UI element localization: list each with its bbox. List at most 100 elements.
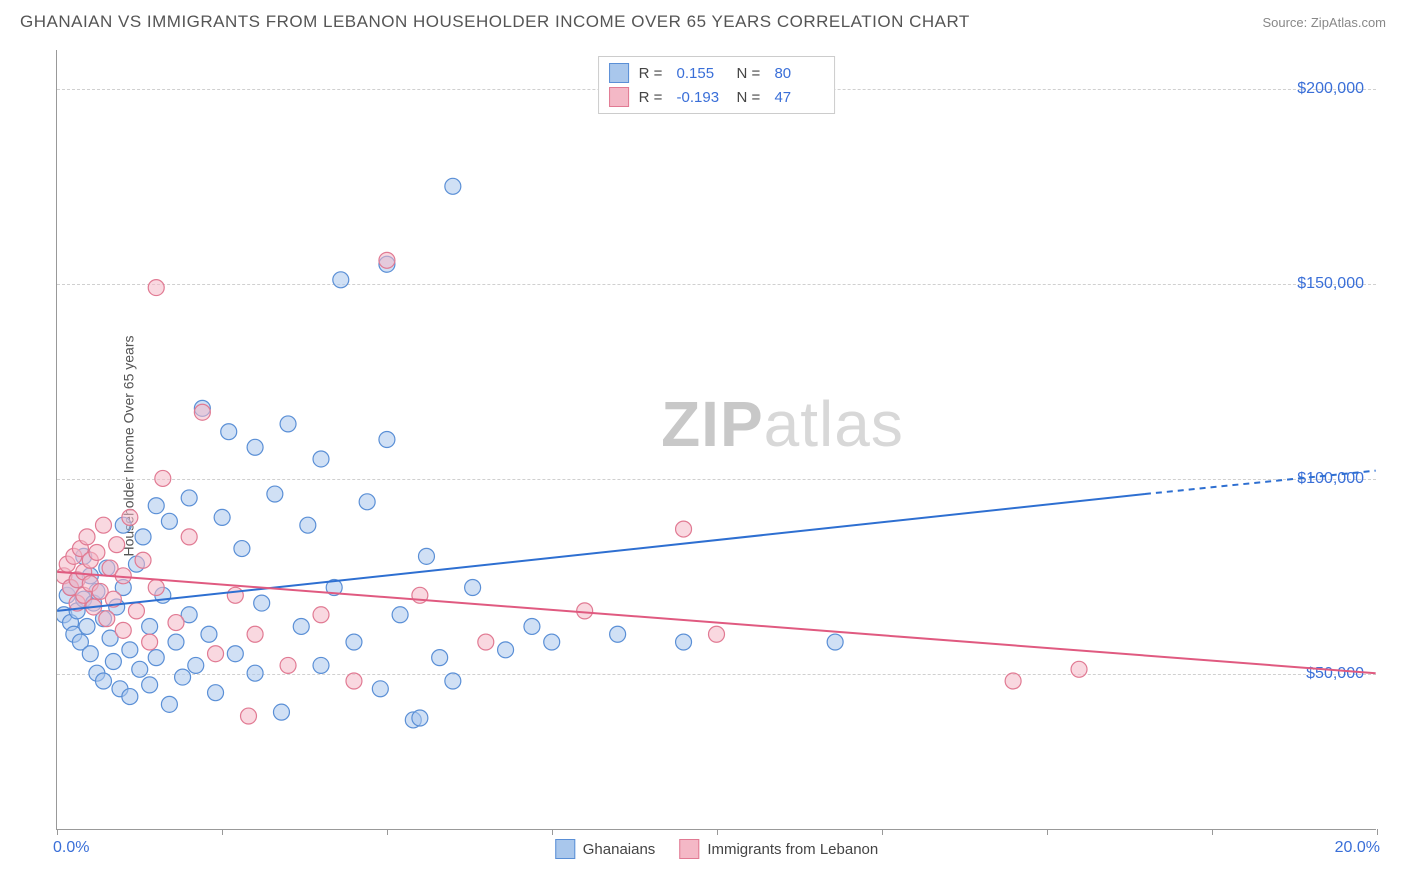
data-point <box>168 634 184 650</box>
data-point <box>412 710 428 726</box>
data-point <box>135 552 151 568</box>
data-point <box>267 486 283 502</box>
data-point <box>168 615 184 631</box>
x-tick <box>1212 829 1213 835</box>
data-point <box>79 618 95 634</box>
data-point <box>155 470 171 486</box>
data-point <box>280 657 296 673</box>
data-point <box>122 509 138 525</box>
data-point <box>676 634 692 650</box>
swatch-lebanon <box>609 87 629 107</box>
swatch-lebanon-icon <box>679 839 699 859</box>
n-value-lebanon: 47 <box>774 89 824 106</box>
data-point <box>148 650 164 666</box>
data-point <box>122 642 138 658</box>
data-point <box>577 603 593 619</box>
data-point <box>161 513 177 529</box>
x-tick <box>387 829 388 835</box>
data-point <box>135 529 151 545</box>
data-point <box>254 595 270 611</box>
data-point <box>313 657 329 673</box>
data-point <box>346 673 362 689</box>
data-point <box>201 626 217 642</box>
data-point <box>132 661 148 677</box>
data-point <box>128 603 144 619</box>
trend-line-extrapolated <box>1145 471 1376 494</box>
data-point <box>234 541 250 557</box>
data-point <box>498 642 514 658</box>
data-point <box>1005 673 1021 689</box>
data-point <box>478 634 494 650</box>
data-point <box>392 607 408 623</box>
data-point <box>432 650 448 666</box>
legend-item-lebanon: Immigrants from Lebanon <box>679 839 878 859</box>
data-point <box>122 689 138 705</box>
data-point <box>148 498 164 514</box>
data-point <box>109 537 125 553</box>
data-point <box>221 424 237 440</box>
data-point <box>194 404 210 420</box>
data-point <box>333 272 349 288</box>
x-tick <box>1047 829 1048 835</box>
legend-label-ghanaians: Ghanaians <box>583 841 656 858</box>
data-point <box>161 696 177 712</box>
data-point <box>465 580 481 596</box>
r-value-ghanaians: 0.155 <box>677 65 727 82</box>
data-point <box>676 521 692 537</box>
legend-item-ghanaians: Ghanaians <box>555 839 656 859</box>
data-point <box>280 416 296 432</box>
data-point <box>418 548 434 564</box>
swatch-ghanaians-icon <box>555 839 575 859</box>
data-point <box>142 677 158 693</box>
n-value-ghanaians: 80 <box>774 65 824 82</box>
chart-title: GHANAIAN VS IMMIGRANTS FROM LEBANON HOUS… <box>20 12 970 32</box>
data-point <box>610 626 626 642</box>
data-point <box>241 708 257 724</box>
r-value-lebanon: -0.193 <box>677 89 727 106</box>
data-point <box>227 587 243 603</box>
swatch-ghanaians <box>609 63 629 83</box>
x-tick <box>552 829 553 835</box>
data-point <box>82 646 98 662</box>
x-axis-max-label: 20.0% <box>1335 839 1380 857</box>
data-point <box>372 681 388 697</box>
data-point <box>175 669 191 685</box>
data-point <box>445 673 461 689</box>
data-point <box>247 665 263 681</box>
x-tick <box>222 829 223 835</box>
data-point <box>188 657 204 673</box>
data-point <box>208 646 224 662</box>
data-point <box>227 646 243 662</box>
data-point <box>95 517 111 533</box>
data-point <box>181 529 197 545</box>
legend-row-lebanon: R = -0.193 N = 47 <box>609 85 825 109</box>
legend-label-lebanon: Immigrants from Lebanon <box>707 841 878 858</box>
data-point <box>247 626 263 642</box>
data-point <box>95 673 111 689</box>
x-tick <box>717 829 718 835</box>
data-point <box>142 634 158 650</box>
source-attribution: Source: ZipAtlas.com <box>1262 15 1386 30</box>
correlation-legend: R = 0.155 N = 80 R = -0.193 N = 47 <box>598 56 836 114</box>
series-legend: Ghanaians Immigrants from Lebanon <box>555 839 878 859</box>
scatter-svg <box>57 50 1376 829</box>
data-point <box>524 618 540 634</box>
data-point <box>115 622 131 638</box>
data-point <box>544 634 560 650</box>
x-axis-min-label: 0.0% <box>53 839 89 857</box>
data-point <box>208 685 224 701</box>
data-point <box>105 654 121 670</box>
x-tick <box>1377 829 1378 835</box>
data-point <box>181 490 197 506</box>
data-point <box>300 517 316 533</box>
data-point <box>247 439 263 455</box>
data-point <box>142 618 158 634</box>
x-tick <box>57 829 58 835</box>
data-point <box>313 607 329 623</box>
data-point <box>445 178 461 194</box>
data-point <box>214 509 230 525</box>
data-point <box>99 611 115 627</box>
data-point <box>1071 661 1087 677</box>
data-point <box>827 634 843 650</box>
data-point <box>313 451 329 467</box>
